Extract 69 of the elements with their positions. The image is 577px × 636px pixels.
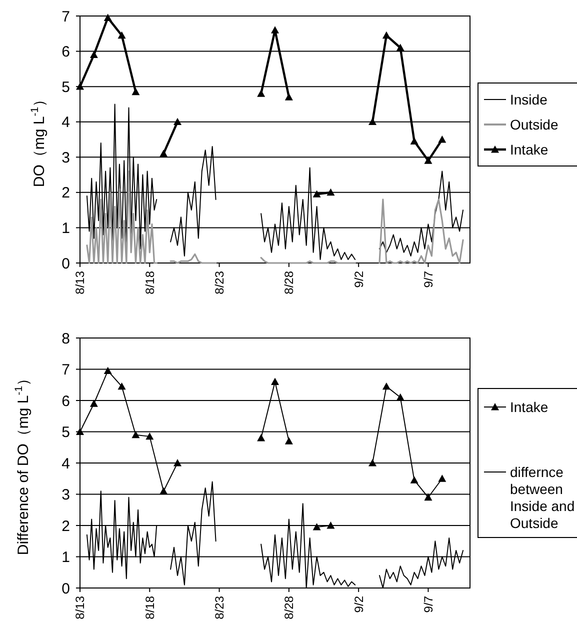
legend-label: differnce between Inside and Outside <box>510 464 575 531</box>
y-tick-label: 5 <box>62 78 70 96</box>
y-tick-label: 2 <box>62 184 70 202</box>
y-tick-label: 3 <box>62 486 70 504</box>
point <box>382 382 390 390</box>
y-tick-label: 3 <box>62 149 70 166</box>
point <box>410 476 418 484</box>
x-tick-label: 8/28 <box>282 270 296 294</box>
point <box>382 31 390 39</box>
y-tick-label: 1 <box>62 549 70 566</box>
point <box>438 136 446 143</box>
y-tick-label: 1 <box>62 220 70 237</box>
point <box>284 93 293 100</box>
point <box>396 44 404 51</box>
point <box>438 474 446 482</box>
point <box>326 188 335 196</box>
y-tick-label: 6 <box>62 392 70 410</box>
y-tick-label: 4 <box>62 455 70 472</box>
point <box>174 118 182 126</box>
point <box>104 366 112 374</box>
x-tick-label: 9/7 <box>421 596 436 613</box>
point <box>271 26 279 34</box>
point <box>146 432 154 440</box>
point <box>160 150 168 157</box>
y-tick-label: 0 <box>62 255 70 272</box>
point <box>257 90 266 97</box>
y-tick-label: 8 <box>62 330 70 348</box>
point <box>424 156 432 164</box>
legend-label: Intake <box>510 141 548 158</box>
legend-label: Outside <box>510 116 558 132</box>
legend-label: Inside <box>510 91 548 108</box>
y-tick-label: 7 <box>62 8 70 26</box>
point <box>271 378 279 385</box>
point <box>368 118 376 126</box>
x-tick-label: 8/18 <box>142 270 157 294</box>
x-tick-label: 9/7 <box>421 270 436 288</box>
point <box>174 459 182 466</box>
x-tick-label: 8/28 <box>282 596 296 620</box>
y-tick-label: 6 <box>62 44 70 61</box>
legend-label: Intake <box>510 398 548 415</box>
x-tick-label: 8/23 <box>212 596 226 620</box>
point <box>118 31 126 39</box>
point <box>132 430 140 438</box>
x-tick-label: 8/13 <box>73 270 88 294</box>
x-tick-label: 8/13 <box>73 596 88 620</box>
point <box>312 523 321 530</box>
point <box>104 14 112 21</box>
point <box>160 487 168 494</box>
point <box>326 522 335 529</box>
point <box>312 190 321 198</box>
y-tick-label: 4 <box>62 114 70 132</box>
point <box>410 137 418 144</box>
y-tick-label: 7 <box>62 362 70 378</box>
point <box>257 434 266 442</box>
y-tick-label: 5 <box>62 424 70 441</box>
point <box>90 50 98 58</box>
point <box>284 437 293 444</box>
point <box>396 393 404 401</box>
point <box>132 88 140 96</box>
x-tick-label: 8/23 <box>212 270 226 294</box>
x-tick-label: 8/18 <box>142 596 157 620</box>
point <box>424 493 432 501</box>
x-tick-label: 9/2 <box>352 596 366 613</box>
point <box>368 459 376 466</box>
point <box>90 400 98 407</box>
y-tick-label: 2 <box>62 518 70 535</box>
x-tick-label: 9/2 <box>352 270 366 288</box>
y-tick-label: 0 <box>62 580 70 598</box>
point <box>118 382 126 390</box>
